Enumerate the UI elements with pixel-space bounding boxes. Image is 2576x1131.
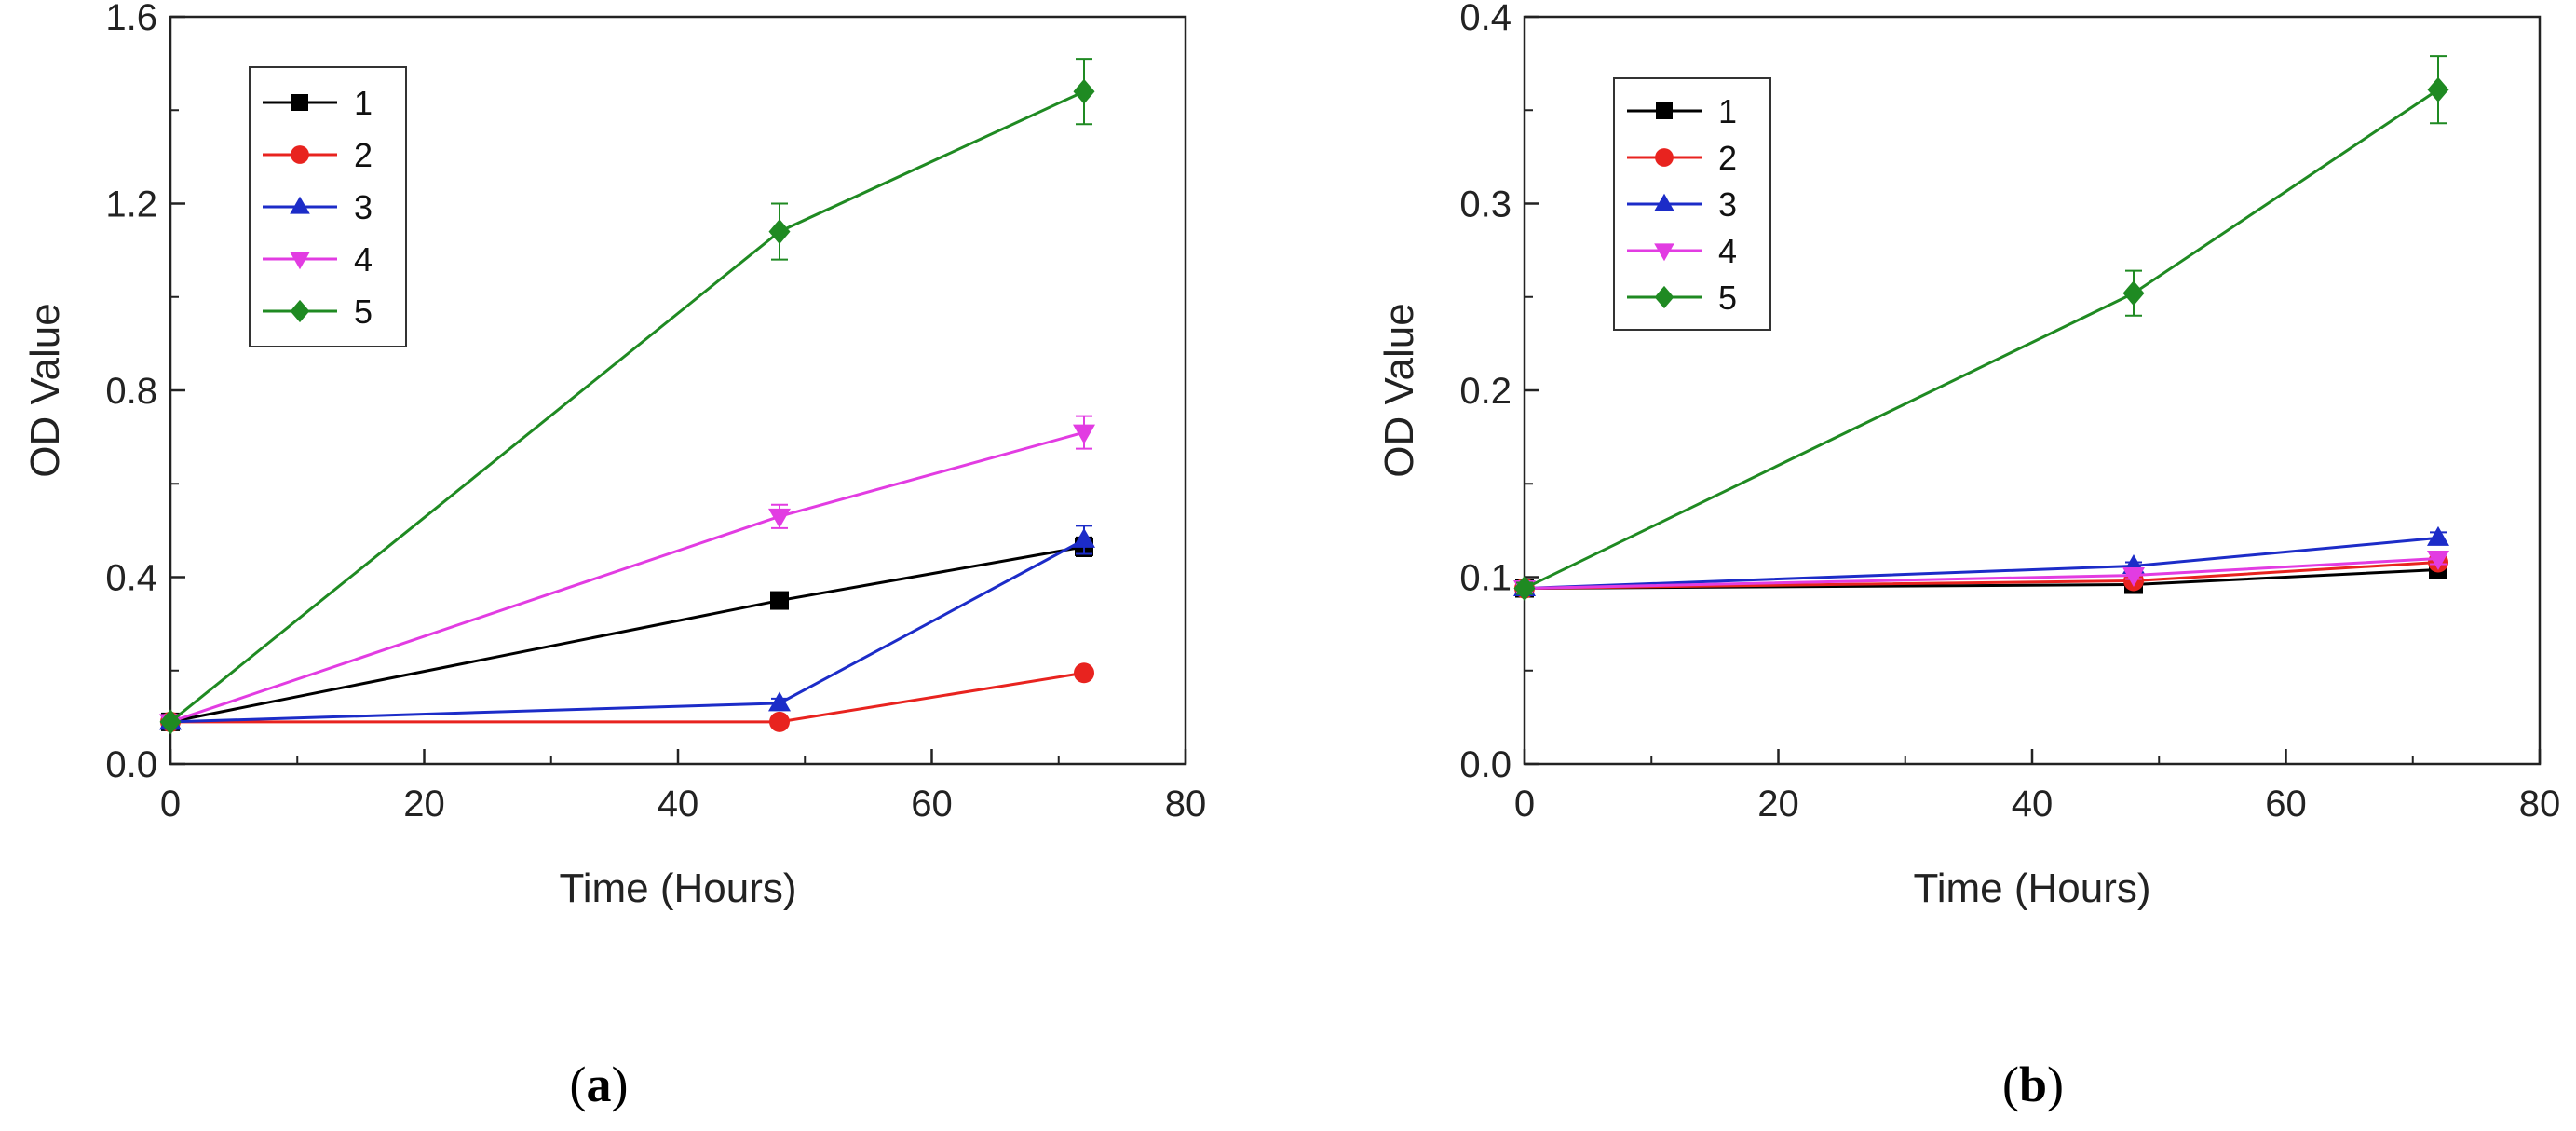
- legend-marker-2: [1655, 148, 1674, 167]
- legend-label-3: 3: [1718, 185, 1737, 224]
- series-5-point: [2427, 76, 2449, 102]
- legend-label-2: 2: [1718, 139, 1737, 177]
- panel-label: (a): [570, 1056, 629, 1112]
- legend-marker-4: [1654, 243, 1674, 262]
- series-3: [159, 525, 1095, 730]
- x-tick-label: 80: [2519, 784, 2561, 824]
- y-axis-title: OD Value: [1376, 303, 1422, 478]
- panel-letter: a: [587, 1056, 612, 1112]
- y-tick-label: 1.2: [105, 184, 157, 225]
- legend-marker-3: [1654, 193, 1674, 211]
- x-tick-label: 40: [658, 784, 699, 824]
- x-tick-label: 20: [403, 784, 445, 824]
- legend-label-1: 1: [354, 84, 373, 122]
- series-3-point: [1073, 527, 1095, 548]
- series-3-point: [2427, 525, 2449, 546]
- y-tick-label: 0.3: [1459, 184, 1512, 225]
- y-tick-label: 0.0: [1459, 744, 1512, 785]
- legend-label-4: 4: [1718, 232, 1737, 270]
- legend-label-2: 2: [354, 136, 373, 174]
- legend-marker-4: [290, 252, 310, 270]
- series-5-point: [1513, 576, 1536, 602]
- legend-marker-5: [290, 299, 310, 323]
- legend-label-1: 1: [1718, 92, 1737, 130]
- y-tick-label: 0.0: [105, 744, 157, 785]
- series-5-point: [768, 219, 791, 245]
- panel-label: (b): [2002, 1056, 2064, 1112]
- series-5-point: [159, 709, 182, 735]
- y-tick-label: 0.4: [1459, 0, 1512, 38]
- chart-panel-b: 0 20 40 60 80 0.0 0.1 0.2 0.3 0.4 Time (Hours) OD V…: [1376, 0, 2560, 1112]
- series-3-point: [768, 691, 791, 712]
- series-4-point: [2122, 566, 2145, 587]
- x-tick-label: 0: [1514, 784, 1535, 824]
- legend-marker-1: [291, 94, 308, 111]
- x-axis-title: Time (Hours): [559, 865, 796, 911]
- series-4-line: [169, 430, 1085, 724]
- legend-label-5: 5: [354, 293, 373, 331]
- legend-marker-2: [291, 145, 309, 164]
- series-5-point: [1073, 78, 1095, 104]
- x-tick-label: 40: [2012, 784, 2054, 824]
- x-axis-title: Time (Hours): [1913, 865, 2150, 911]
- y-tick-label: 0.1: [1459, 558, 1512, 599]
- y-axis-title: OD Value: [22, 303, 68, 478]
- chart-panel-a: 0 20 40 60 80 0.0 0.4 0.8 1.2 1.6 Time (Hours) OD V…: [22, 0, 1206, 1112]
- legend: 1 2 3 4 5: [249, 66, 407, 347]
- panel-letter: b: [2019, 1056, 2047, 1112]
- series-2-point: [1074, 662, 1094, 684]
- x-tick-label: 20: [1757, 784, 1799, 824]
- series-1-point: [770, 591, 789, 610]
- legend: 1 2 3 4 5: [1613, 77, 1771, 331]
- legend-label-3: 3: [354, 188, 373, 226]
- legend-marker-3: [290, 196, 310, 214]
- series-3-line: [1524, 536, 2439, 591]
- series-2-line: [170, 671, 1085, 724]
- legend-marker-1: [1656, 102, 1673, 119]
- x-tick-label: 60: [911, 784, 953, 824]
- y-tick-label: 0.4: [105, 558, 157, 599]
- legend-label-4: 4: [354, 240, 373, 279]
- series-5-point: [2122, 280, 2145, 307]
- series-2-point: [769, 711, 790, 732]
- x-tick-label: 0: [160, 784, 181, 824]
- y-tick-label: 0.8: [105, 371, 157, 412]
- legend-label-5: 5: [1718, 279, 1737, 317]
- x-tick-label: 80: [1165, 784, 1207, 824]
- series-5: [1513, 55, 2449, 602]
- series-4-point: [768, 508, 791, 528]
- y-tick-label: 1.6: [105, 0, 157, 38]
- series-4: [159, 415, 1095, 734]
- series-4-point: [2427, 550, 2449, 570]
- legend-marker-5: [1654, 285, 1674, 309]
- series-4-point: [1073, 424, 1095, 444]
- x-tick-label: 60: [2265, 784, 2307, 824]
- series-5: [159, 58, 1095, 735]
- y-tick-label: 0.2: [1459, 371, 1512, 412]
